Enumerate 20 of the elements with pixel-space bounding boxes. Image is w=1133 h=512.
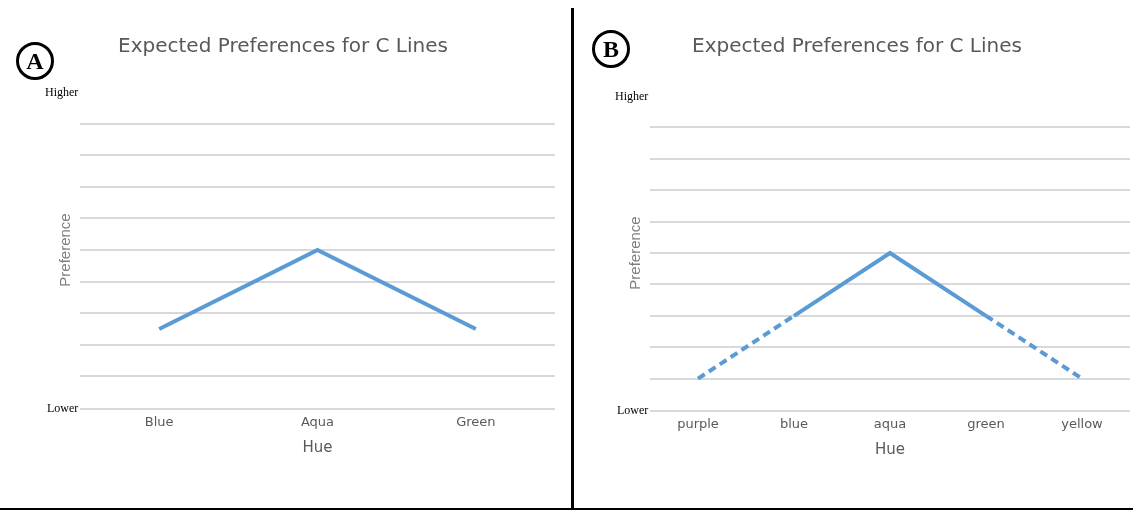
text: A [16,42,54,80]
chart-title: Expected Preferences for C Lines [692,33,1022,58]
x-tick-label: yellow [1061,415,1104,431]
x-tick-label: Blue [144,413,174,429]
text: B [592,30,630,68]
text: Higher [615,89,649,103]
text: Lower [47,401,79,415]
x-tick-label: Green [456,413,496,429]
x-tick-label: blue [779,415,809,431]
text: Higher [45,85,79,99]
y-axis-title: Preference [56,213,74,287]
x-axis-title: Hue [302,438,333,457]
chart-title: Expected Preferences for C Lines [118,33,448,58]
x-tick-label: aqua [873,415,907,431]
x-tick-label: green [967,415,1005,431]
x-tick-label: Aqua [300,413,335,429]
x-axis-title: Hue [874,440,906,459]
text: Lower [617,403,649,417]
x-tick-label: purple [677,415,719,431]
y-axis-title: Preference [626,216,644,290]
